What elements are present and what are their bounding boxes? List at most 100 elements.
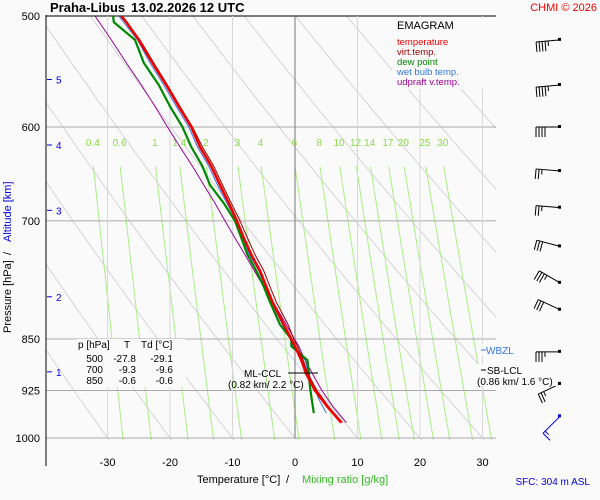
wind-barb	[534, 205, 561, 216]
dry-adiabat-line	[397, 16, 496, 129]
sb-lcl-detail: (0.86 km/ 1.6 °C)	[477, 377, 553, 388]
wind-barb-feather	[544, 41, 547, 52]
legend-virt-temp: virt.temp.	[397, 47, 436, 58]
mixing-ratio-label: 3	[235, 138, 241, 149]
wind-barb-feather	[540, 392, 546, 403]
wind-barb-feather	[536, 272, 543, 282]
mixing-ratio-label: 10	[333, 138, 345, 149]
y-axis-sep: /	[2, 251, 14, 255]
wind-barb-feather	[539, 301, 545, 312]
x-tick-label: 0	[292, 457, 298, 469]
wind-barb-feather	[533, 299, 539, 309]
data-table-bg	[76, 339, 186, 387]
mixing-ratio-line	[403, 166, 451, 440]
wind-barb-station	[558, 349, 561, 353]
table-header-t: T	[124, 340, 130, 351]
wind-barb	[535, 82, 561, 98]
wind-barb-feather	[534, 168, 537, 179]
copyright: CHMI © 2026	[530, 2, 597, 14]
mixing-ratio-label: 2	[203, 138, 209, 149]
mixing-ratio-label: 30	[437, 138, 449, 149]
y-axis-label: Pressure [hPa]	[2, 260, 14, 333]
y-tick-label: 600	[22, 122, 40, 134]
mixing-ratio-label: 0.4	[86, 138, 100, 149]
wind-barb-staff	[536, 239, 561, 247]
mixing-ratio-label: 0.6	[113, 138, 127, 149]
table-cell-t: -27.8	[113, 354, 136, 365]
mixing-ratio-line	[237, 166, 276, 440]
x-tick-label: -30	[100, 457, 116, 469]
mixing-ratio-label: 14	[364, 138, 376, 149]
mixing-ratio-line	[294, 166, 336, 440]
wind-barb-feather	[537, 393, 543, 404]
y-tick-label: 850	[22, 334, 40, 346]
mixing-ratio-line	[443, 166, 493, 440]
mixing-ratio-line	[155, 166, 189, 440]
series-dew-point	[112, 16, 315, 414]
wind-barb-half-feather	[544, 430, 550, 436]
wind-barb	[542, 414, 561, 441]
legend-box	[392, 17, 498, 89]
wind-barb-staff	[538, 270, 561, 284]
series-wet-bulb-temp	[118, 16, 327, 414]
altitude-tick-label: 5	[56, 76, 62, 87]
x-tick-label: -20	[162, 457, 178, 469]
dry-adiabats	[46, 0, 600, 468]
wind-barb-staff	[536, 205, 561, 209]
x-tick-label: -10	[225, 457, 241, 469]
wind-barb-staff	[538, 299, 561, 311]
table-cell-td: -29.1	[150, 354, 173, 365]
series-lines	[94, 16, 347, 424]
mixing-ratio-labels: 0.4 0.6 1 1.4 2 3 4 6 8 10 12 14 17 20 25 30	[86, 138, 449, 149]
sb-lcl-bg	[476, 364, 558, 386]
wind-barb	[535, 37, 561, 52]
mixing-ratio-label: 8	[316, 138, 322, 149]
x-tick-labels: -30 -20 -10 0 10 20 30	[100, 457, 489, 469]
wind-barb-feather	[533, 270, 540, 280]
wind-barb-feather	[536, 240, 541, 251]
ml-ccl-detail: (0.82 km/ 2.2 °C)	[228, 380, 304, 391]
wind-barb-half-feather	[543, 391, 547, 397]
dry-adiabat-line	[295, 16, 496, 253]
table-cell-p: 500	[86, 354, 103, 365]
y-tick-label: 700	[22, 216, 40, 228]
mixing-ratio-line	[355, 166, 400, 440]
wind-barb-staff	[542, 415, 561, 434]
station-title: Praha-Libus	[50, 0, 125, 15]
x-tick-label: 10	[351, 457, 363, 469]
sb-lcl-label: SB-LCL	[487, 366, 522, 377]
table-header-td: Td [°C]	[141, 340, 172, 351]
x-tick-label: 30	[476, 457, 488, 469]
wind-barb-station	[558, 280, 561, 284]
wind-barb-feather	[537, 169, 540, 180]
legend-temperature: temperature	[397, 37, 448, 48]
wind-barb-station	[558, 244, 561, 248]
wind-barb-feather	[536, 300, 542, 311]
dry-adiabat-line	[580, 0, 600, 468]
wbzl-label: WBZL	[486, 346, 514, 357]
wbzl-bg	[481, 344, 521, 356]
wind-barb-feather	[544, 86, 547, 97]
legend-updraft: udpraft v.temp.	[397, 77, 460, 88]
wind-barb	[535, 349, 561, 362]
wind-barb	[533, 299, 561, 312]
wind-barb-station	[558, 381, 561, 385]
wind-barb-feather	[541, 41, 544, 52]
mixing-ratio-line	[205, 166, 243, 440]
x-axis-label: Temperature [°C]	[197, 474, 280, 486]
dry-adiabat-line	[46, 263, 172, 440]
mixing-ratio-line	[339, 166, 383, 440]
altitude-tick-label: 2	[56, 293, 62, 304]
wind-barb-feather	[541, 86, 544, 97]
dry-adiabat-line	[46, 181, 235, 440]
table-cell-t: -0.6	[119, 376, 137, 387]
wind-barb-station	[558, 82, 561, 86]
table-cell-td: -0.6	[156, 376, 174, 387]
altitude-ticks: 5 4 3 2 1	[47, 76, 62, 379]
wind-barb	[533, 239, 561, 252]
wind-barb-feather	[539, 241, 544, 252]
dry-adiabat-line	[141, 16, 485, 440]
wind-barb-feather	[537, 205, 540, 216]
wind-barb-station	[558, 205, 561, 209]
altitude-tick-label: 4	[56, 141, 62, 152]
